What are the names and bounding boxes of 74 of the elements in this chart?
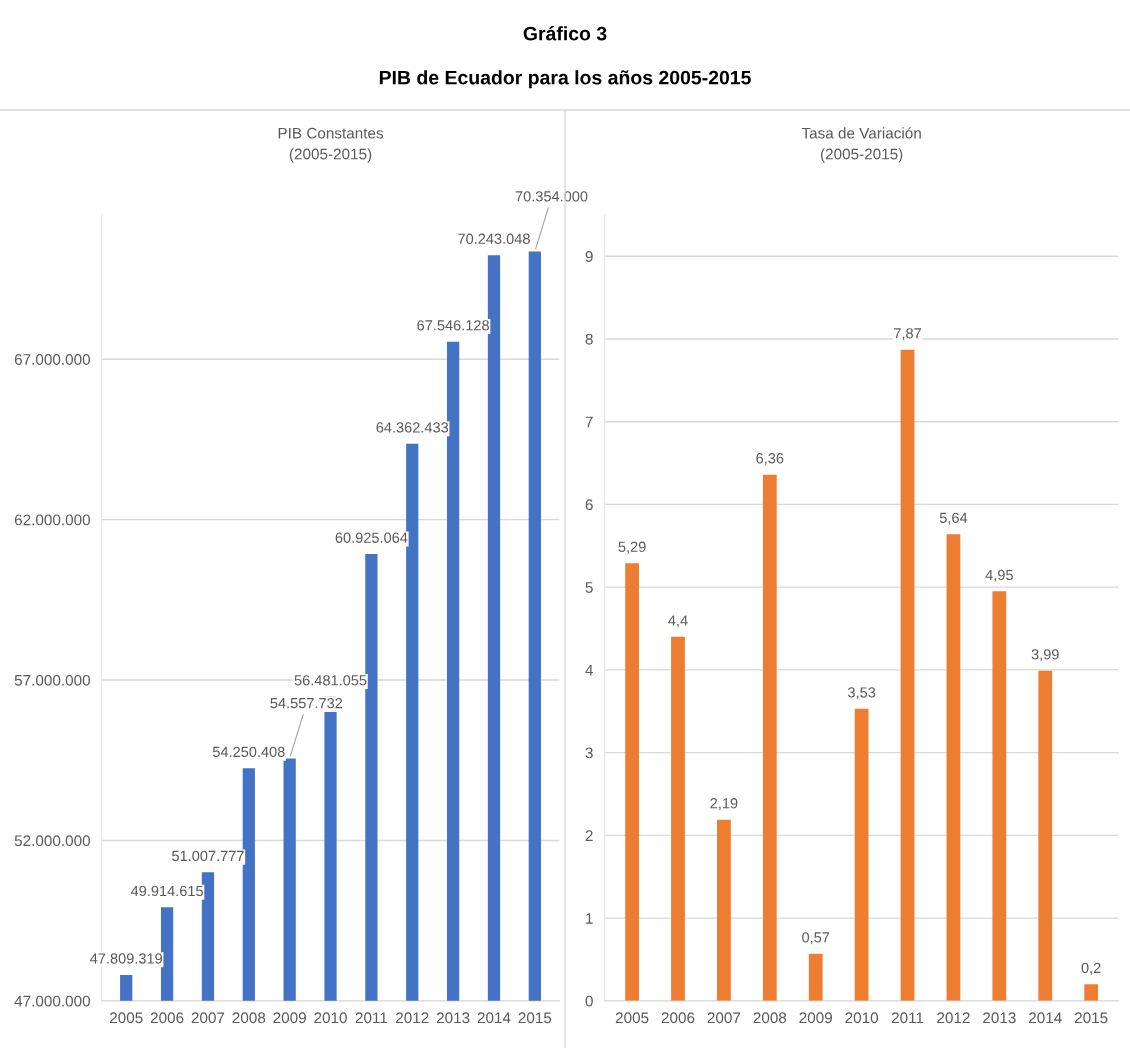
y-tick-label: 8 [585,333,593,345]
data-label: 70.354.000 [515,191,588,202]
bar [854,708,869,1001]
data-label: 0,2 [1081,962,1101,975]
data-label: 2,19 [710,798,738,811]
x-tick-label: 2013 [983,1012,1016,1024]
x-tick-label: 2011 [891,1012,924,1024]
y-tick-label: 1 [586,913,593,924]
bar [671,636,685,1001]
y-tick-label: 7 [585,416,593,428]
data-label: 56.481.055 [294,675,367,686]
x-tick-label: 2010 [845,1012,879,1024]
y-tick-label: 52.000.000 [14,835,90,847]
data-label: 67.546.128 [417,320,489,331]
y-tick-label: 57.000.000 [14,674,90,686]
x-tick-label: 2012 [937,1012,970,1024]
data-label: 64.362.433 [376,422,449,433]
x-tick-label: 2007 [191,1012,225,1024]
chart-title: PIB Constantes (2005-2015) [278,127,384,163]
x-tick-label: 2005 [615,1012,649,1024]
data-label: 54.557.732 [270,697,343,709]
bar [992,591,1007,1001]
data-label: 51.007.777 [172,850,244,862]
x-tick-label: 2009 [799,1012,832,1024]
data-label: 70.243.048 [458,233,530,244]
x-tick-label: 2010 [314,1012,347,1024]
x-tick-label: 2011 [355,1012,388,1024]
y-tick-label: 0 [585,995,593,1007]
y-tick-label: 67.000.000 [14,354,90,365]
bar [1084,984,1099,1001]
x-tick-label: 2006 [150,1012,184,1024]
y-tick-label: 9 [585,251,593,262]
x-tick-label: 2005 [109,1012,143,1024]
y-tick-label: 2 [585,830,593,841]
x-tick-label: 2015 [518,1012,552,1024]
x-tick-label: 2012 [396,1012,429,1024]
bar [717,819,731,1001]
data-label: 47.809.319 [90,953,163,964]
data-label: 6,36 [756,453,784,466]
bar [1038,670,1053,1001]
x-tick-label: 2014 [477,1012,511,1024]
y-tick-label: 5 [585,582,593,593]
data-label: 4,4 [668,615,688,628]
data-label: 54.250.408 [212,746,285,758]
text: PIB de Ecuador para los años 2005-2015 [379,70,751,89]
x-tick-label: 2013 [436,1012,470,1024]
x-tick-label: 2014 [1029,1012,1062,1024]
x-tick-label: 2007 [707,1012,741,1024]
x-tick-label: 2009 [273,1012,306,1024]
data-label: 5,29 [618,541,646,554]
chart-title: Tasa de Variación (2005-2015) [801,127,921,163]
y-tick-label: 62.000.000 [14,514,90,526]
x-tick-label: 2008 [232,1012,266,1024]
data-label: 49.914.615 [130,885,203,897]
y-tick-label: 47.000.000 [14,995,90,1007]
bar [625,563,639,1001]
x-tick-label: 2006 [661,1012,695,1024]
y-tick-label: 3 [585,747,593,759]
data-label: 5,64 [939,512,968,525]
data-label: 0,57 [802,932,830,945]
y-tick-label: 4 [585,664,593,676]
bar [762,474,777,1001]
data-label: 60.925.064 [335,532,408,543]
bar [946,534,961,1001]
data-label: 4,95 [985,569,1013,582]
data-label: 3,99 [1031,649,1059,662]
text: Gráfico 3 [523,26,607,41]
y-tick-label: 6 [585,499,593,511]
x-tick-label: 2008 [753,1012,787,1024]
bar [808,953,823,1001]
bar [900,349,915,1001]
data-label: 7,87 [894,328,921,341]
data-label: 3,53 [847,687,876,700]
x-tick-label: 2015 [1074,1012,1108,1024]
